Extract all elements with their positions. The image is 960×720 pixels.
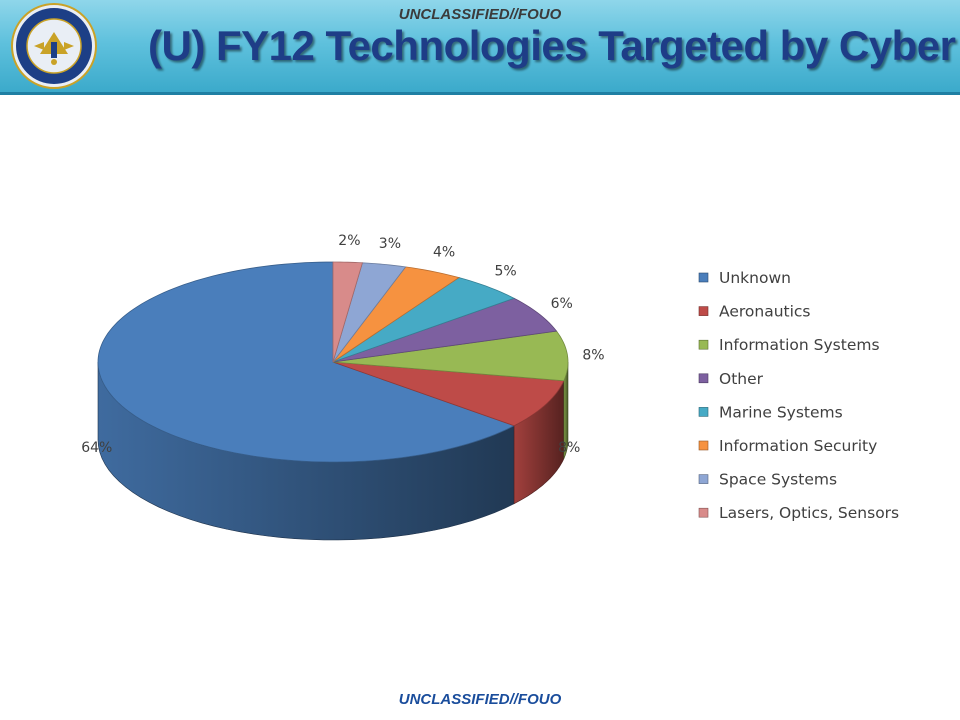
pie-slice-unknown bbox=[97, 261, 516, 463]
legend-swatch bbox=[698, 306, 709, 316]
legend-item: Information Systems bbox=[698, 336, 880, 354]
pie-slice-aeronautics bbox=[332, 361, 565, 427]
legend-label: Information Systems bbox=[719, 336, 880, 354]
header-divider bbox=[0, 92, 960, 95]
legend-label: Aeronautics bbox=[719, 303, 811, 321]
pie-slice-other bbox=[332, 297, 558, 363]
legend-item: Information Security bbox=[698, 437, 877, 455]
pie-slice-lasers-optics-sensors bbox=[332, 261, 363, 363]
data-label-space-systems: 3% bbox=[379, 236, 401, 252]
legend-item: Space Systems bbox=[698, 471, 837, 489]
classification-banner-bottom: UNCLASSIFIED//FOUO bbox=[398, 691, 562, 708]
pie-slice-information-systems bbox=[332, 330, 569, 382]
data-label-information-security: 4% bbox=[433, 245, 455, 261]
pie-side-walls bbox=[97, 361, 569, 541]
legend-swatch bbox=[698, 507, 709, 518]
dss-seal-icon bbox=[11, 3, 97, 89]
legend-label: Information Security bbox=[719, 437, 877, 455]
classification-banner-top: UNCLASSIFIED//FOUO bbox=[398, 6, 562, 23]
data-label-marine-systems: 5% bbox=[494, 264, 516, 280]
page-title: (U) FY12 Technologies Targeted by Cyber bbox=[148, 22, 956, 69]
legend-label: Other bbox=[719, 370, 764, 388]
data-label-unknown: 64% bbox=[81, 440, 112, 456]
legend-item: Other bbox=[698, 370, 764, 388]
legend-item: Lasers, Optics, Sensors bbox=[698, 504, 899, 522]
legend-swatch bbox=[698, 373, 709, 384]
chart-legend: Unknown Aeronautics Information Systems Oth… bbox=[698, 269, 899, 522]
pie-top-faces bbox=[97, 261, 569, 463]
legend-swatch bbox=[698, 272, 709, 283]
legend-item: Marine Systems bbox=[698, 403, 843, 421]
data-label-lasers-optics-sensors: 2% bbox=[338, 233, 360, 249]
pie-slice-marine-systems bbox=[332, 277, 516, 363]
legend-swatch bbox=[698, 440, 709, 451]
legend-label: Unknown bbox=[719, 269, 791, 287]
pie-data-labels: 64% 8% 8% 6% 5% 4% 3% 2% bbox=[81, 233, 604, 456]
legend-swatch bbox=[698, 407, 709, 417]
pie-slice-information-security bbox=[332, 266, 460, 363]
legend-item: Unknown bbox=[698, 269, 791, 287]
data-label-aeronautics: 8% bbox=[558, 440, 580, 456]
pie-slice-space-systems bbox=[332, 262, 407, 363]
data-label-other: 6% bbox=[551, 296, 573, 312]
legend-item: Aeronautics bbox=[698, 303, 811, 321]
legend-label: Space Systems bbox=[719, 471, 837, 489]
legend-swatch bbox=[698, 474, 709, 484]
header-bar bbox=[0, 0, 960, 94]
legend-label: Lasers, Optics, Sensors bbox=[719, 504, 899, 522]
data-label-information-systems: 8% bbox=[582, 347, 604, 363]
legend-label: Marine Systems bbox=[719, 403, 843, 421]
legend-swatch bbox=[698, 339, 709, 350]
